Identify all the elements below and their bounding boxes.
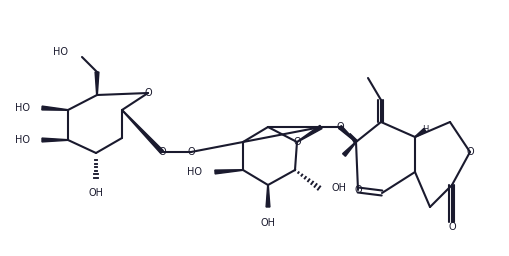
Polygon shape [42, 138, 68, 142]
Text: O: O [144, 88, 152, 98]
Text: O: O [465, 147, 473, 157]
Text: H: H [421, 125, 428, 134]
Polygon shape [414, 129, 425, 137]
Text: O: O [158, 147, 165, 157]
Polygon shape [296, 125, 321, 142]
Polygon shape [349, 134, 357, 143]
Text: HO: HO [15, 103, 30, 113]
Polygon shape [214, 170, 243, 174]
Text: O: O [293, 137, 300, 147]
Polygon shape [338, 126, 355, 142]
Polygon shape [42, 106, 68, 110]
Text: O: O [335, 122, 343, 132]
Polygon shape [266, 185, 269, 207]
Text: HO: HO [53, 47, 68, 57]
Polygon shape [342, 142, 355, 156]
Polygon shape [95, 72, 99, 95]
Text: O: O [187, 147, 194, 157]
Text: HO: HO [187, 167, 202, 177]
Text: OH: OH [331, 183, 346, 193]
Text: OH: OH [260, 218, 275, 228]
Text: OH: OH [89, 188, 103, 198]
Text: O: O [353, 185, 361, 195]
Text: O: O [447, 222, 455, 232]
Text: HO: HO [15, 135, 30, 145]
Polygon shape [122, 110, 163, 153]
